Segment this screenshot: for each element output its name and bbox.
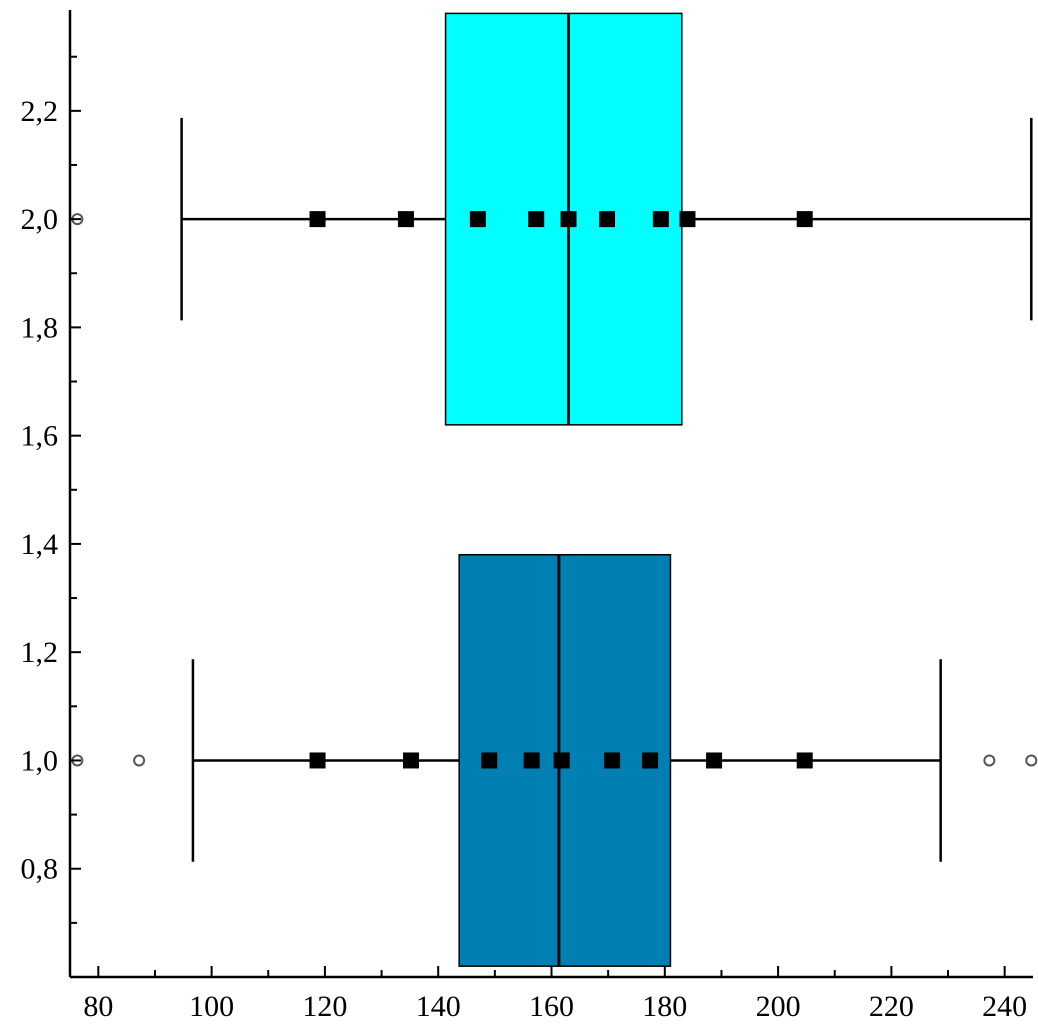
outlier-point	[983, 754, 996, 767]
x-tick-label: 120	[302, 990, 347, 1023]
y-tick-label: 0,8	[21, 853, 59, 886]
decile-marker	[309, 752, 326, 769]
x-tick-label: 80	[83, 990, 113, 1023]
box-group-1	[71, 554, 1038, 967]
y-tick-label: 1,6	[21, 420, 59, 453]
x-tick-label: 180	[642, 990, 687, 1023]
decile-marker	[481, 752, 498, 769]
y-tick-label: 1,2	[21, 636, 59, 669]
x-tick-label: 100	[189, 990, 234, 1023]
y-tick-label: 1,4	[21, 528, 59, 561]
y-tick-label: 1,0	[21, 744, 59, 777]
x-tick-label: 140	[416, 990, 461, 1023]
axes-layer: 80 100 120 140 160 180 200 220 240 0,8 1,0 1,2 1,4 1,…	[21, 10, 1033, 1023]
decile-marker	[642, 752, 659, 769]
boxes-layer	[71, 12, 1038, 967]
y-tick-label: 2,2	[21, 95, 59, 128]
decile-marker	[523, 752, 540, 769]
decile-marker	[679, 211, 696, 228]
decile-marker	[403, 752, 420, 769]
x-tick-label: 160	[529, 990, 574, 1023]
outlier-point	[1025, 754, 1038, 767]
decile-marker	[560, 211, 577, 228]
decile-marker	[796, 211, 813, 228]
decile-marker	[599, 211, 616, 228]
decile-marker	[553, 752, 570, 769]
outlier-point	[133, 754, 146, 767]
y-tick-label: 1,8	[21, 311, 59, 344]
box-group-0	[71, 12, 1033, 426]
decile-marker	[652, 211, 669, 228]
x-tick-label: 240	[982, 990, 1027, 1023]
x-tick-label: 220	[869, 990, 914, 1023]
decile-marker	[528, 211, 545, 228]
decile-marker	[796, 752, 813, 769]
decile-marker	[706, 752, 723, 769]
decile-marker	[309, 211, 326, 228]
decile-marker	[469, 211, 486, 228]
x-tick-label: 200	[756, 990, 801, 1023]
decile-marker	[604, 752, 621, 769]
decile-marker	[397, 211, 414, 228]
y-tick-label: 2,0	[21, 203, 59, 236]
